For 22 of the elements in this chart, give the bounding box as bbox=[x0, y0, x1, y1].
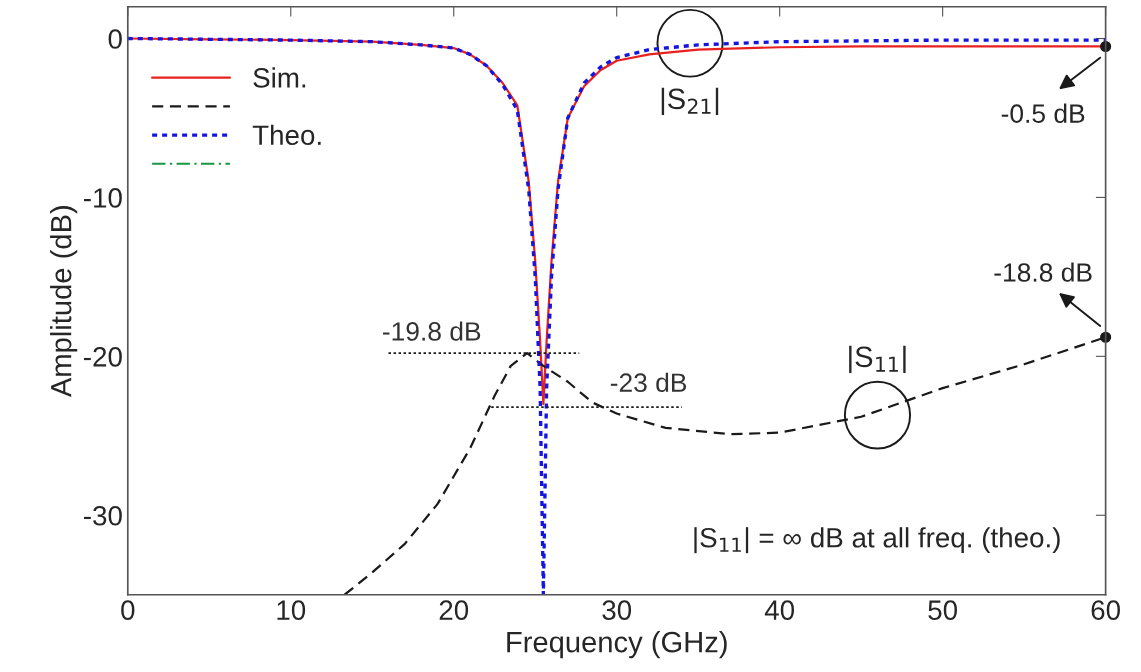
legend-label: Sim. bbox=[253, 67, 306, 88]
x-tick-label: 30 bbox=[602, 600, 632, 620]
x-tick-label: 50 bbox=[928, 600, 958, 620]
annotation: -19.8 dB bbox=[383, 321, 481, 341]
y-tick-label: 0 bbox=[108, 29, 122, 49]
legend-label: Theo. bbox=[252, 124, 321, 146]
y-tick-label: -30 bbox=[84, 505, 122, 526]
x-tick-label: 60 bbox=[1091, 600, 1120, 620]
annotation: -23 dB bbox=[610, 372, 687, 393]
y-tick-label: -20 bbox=[84, 347, 122, 367]
y-tick-label: -10 bbox=[84, 188, 122, 208]
annotation: -0.5 dB bbox=[1001, 103, 1085, 123]
x-tick-label: 40 bbox=[764, 600, 795, 620]
annotation: |S$_{11}$| bbox=[849, 345, 906, 374]
y-axis-title: Amplitude (dB) bbox=[50, 206, 78, 398]
annotation: |S$_{11}$| = ∞ dB at all freq. (theo.) bbox=[694, 527, 1060, 554]
annotation: -18.8 dB bbox=[994, 262, 1092, 282]
annotation: |S$_{21}$| bbox=[661, 87, 719, 116]
x-tick-label: 10 bbox=[277, 600, 306, 620]
x-tick-label: 20 bbox=[439, 600, 469, 620]
x-axis-title: Frequency (GHz) bbox=[507, 631, 727, 659]
x-tick-label: 0 bbox=[121, 600, 135, 620]
